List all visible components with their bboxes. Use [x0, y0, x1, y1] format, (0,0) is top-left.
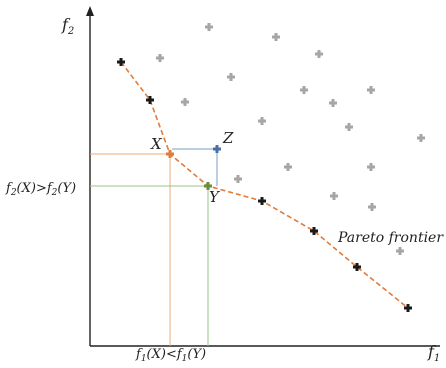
pareto-point-marker: [146, 96, 154, 104]
x-point-label: X: [150, 135, 163, 153]
f2-comparison-label: f2(X)>f2(Y): [5, 181, 76, 198]
dominated-point-marker: [258, 117, 266, 125]
y-point-marker: [204, 182, 212, 190]
dominated-point-marker: [315, 50, 323, 58]
pareto-point-marker: [117, 58, 125, 66]
dominated-point-marker: [368, 203, 376, 211]
y-point-label: Y: [209, 188, 221, 206]
dominated-point-marker: [396, 247, 404, 255]
dominated-points: [156, 23, 425, 255]
pareto-frontier-line: [120, 61, 409, 309]
dominated-point-marker: [181, 98, 189, 106]
y-axis-label: f2: [61, 15, 74, 37]
dominated-point-marker: [345, 123, 353, 131]
dominated-point-marker: [330, 192, 338, 200]
dominated-point-marker: [272, 33, 280, 41]
pareto-point-marker: [353, 263, 361, 271]
pareto-frontier-label: Pareto frontier: [337, 230, 444, 246]
pareto-point-marker: [258, 197, 266, 205]
dominated-point-marker: [367, 163, 375, 171]
x-point-marker: [166, 150, 174, 158]
highlight-points: [166, 145, 221, 190]
axes: [86, 6, 440, 347]
x-axis-label: f1: [427, 342, 440, 363]
dominated-point-marker: [227, 73, 235, 81]
pareto-points: [117, 58, 412, 312]
pareto-point-marker: [310, 227, 318, 235]
dominated-point-marker: [300, 86, 308, 94]
guide-lines: [90, 148, 218, 346]
y-axis-arrow-icon: [86, 6, 94, 16]
dominated-point-marker: [284, 163, 292, 171]
dominated-point-marker: [329, 99, 337, 107]
dominated-point-marker: [417, 134, 425, 142]
dominated-point-marker: [156, 54, 164, 62]
dominated-point-marker: [367, 86, 375, 94]
dominated-point-marker: [205, 23, 213, 31]
pareto-point-marker: [404, 304, 412, 312]
dominated-point-marker: [234, 175, 242, 183]
f1-comparison-label: f1(X)<f1(Y): [135, 347, 206, 363]
z-point-marker: [213, 145, 221, 153]
z-point-label: Z: [222, 129, 234, 147]
